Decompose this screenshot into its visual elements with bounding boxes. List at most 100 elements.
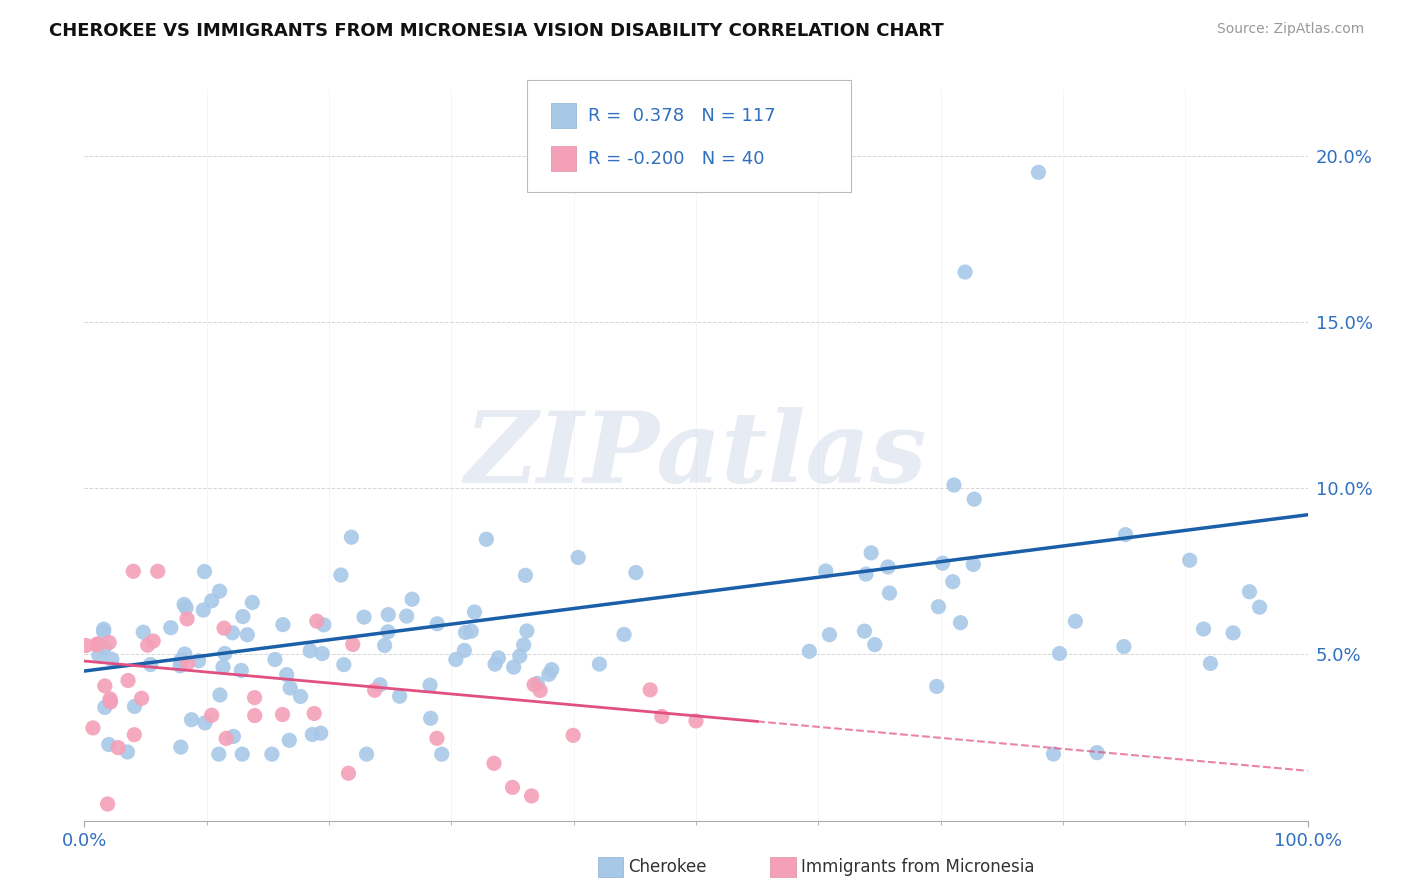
Text: Immigrants from Micronesia: Immigrants from Micronesia	[801, 858, 1035, 876]
Point	[142, 634, 165, 648]
Point	[613, 627, 636, 641]
Point	[98, 635, 121, 649]
Point	[426, 731, 449, 746]
Point	[502, 660, 524, 674]
Point	[685, 714, 707, 728]
Point	[526, 676, 548, 690]
Point	[377, 607, 399, 622]
Point	[1192, 622, 1215, 636]
Point	[1028, 165, 1050, 179]
Point	[374, 639, 396, 653]
Point	[818, 628, 841, 642]
Point	[1112, 640, 1135, 654]
Point	[278, 681, 301, 695]
Text: Source: ZipAtlas.com: Source: ZipAtlas.com	[1216, 22, 1364, 37]
Point	[333, 657, 356, 672]
Point	[131, 691, 153, 706]
Point	[1222, 626, 1244, 640]
Text: Cherokee: Cherokee	[628, 858, 707, 876]
Point	[98, 694, 121, 708]
Point	[368, 678, 391, 692]
Point	[194, 715, 217, 730]
Point	[588, 657, 610, 671]
Point	[236, 628, 259, 642]
Point	[515, 568, 537, 582]
Point	[863, 638, 886, 652]
Point	[94, 700, 117, 714]
Point	[180, 713, 202, 727]
Point	[132, 625, 155, 640]
Point	[176, 612, 198, 626]
Point	[271, 617, 294, 632]
Point	[93, 640, 115, 655]
Point	[1249, 600, 1271, 615]
Point	[87, 648, 110, 663]
Point	[124, 728, 146, 742]
Point	[94, 679, 117, 693]
Point	[82, 721, 104, 735]
Point	[337, 766, 360, 780]
Point	[97, 738, 120, 752]
Point	[146, 564, 169, 578]
Point	[75, 639, 97, 653]
Point	[187, 654, 209, 668]
Point	[430, 747, 453, 761]
Point	[107, 740, 129, 755]
Point	[342, 637, 364, 651]
Point	[426, 616, 449, 631]
Point	[86, 638, 108, 652]
Point	[212, 660, 235, 674]
Point	[86, 637, 108, 651]
Point	[401, 592, 423, 607]
Point	[388, 690, 411, 704]
Point	[962, 558, 984, 572]
Point	[482, 756, 505, 771]
Text: ZIPatlas: ZIPatlas	[465, 407, 927, 503]
Point	[460, 624, 482, 639]
Point	[395, 609, 418, 624]
Point	[953, 265, 976, 279]
Point	[193, 565, 215, 579]
Point	[290, 690, 312, 704]
Point	[231, 747, 253, 761]
Point	[215, 731, 238, 746]
Point	[169, 658, 191, 673]
Point	[170, 652, 193, 666]
Point	[93, 624, 115, 639]
Point	[201, 708, 224, 723]
Point	[243, 690, 266, 705]
Point	[942, 574, 965, 589]
Point	[208, 747, 231, 761]
Point	[877, 560, 900, 574]
Point	[305, 614, 328, 628]
Point	[299, 644, 322, 658]
Point	[117, 745, 139, 759]
Point	[264, 652, 287, 666]
Point	[562, 728, 585, 742]
Point	[136, 638, 159, 652]
Point	[1042, 747, 1064, 761]
Point	[454, 625, 477, 640]
Point	[139, 657, 162, 672]
Point	[124, 699, 146, 714]
Point	[537, 667, 560, 681]
Point	[463, 605, 485, 619]
Point	[212, 621, 235, 635]
Point	[520, 789, 543, 803]
Text: R =  0.378   N = 117: R = 0.378 N = 117	[588, 107, 775, 125]
Point	[651, 709, 673, 723]
Point	[860, 546, 883, 560]
Point	[159, 621, 181, 635]
Point	[942, 478, 965, 492]
Point	[516, 624, 538, 638]
Point	[302, 706, 325, 721]
Point	[1049, 647, 1071, 661]
Point	[540, 663, 562, 677]
Point	[97, 797, 120, 811]
Point	[173, 647, 195, 661]
Point	[98, 692, 121, 706]
Point	[1064, 615, 1087, 629]
Point	[523, 678, 546, 692]
Point	[93, 622, 115, 636]
Text: R = -0.200   N = 40: R = -0.200 N = 40	[588, 150, 765, 168]
